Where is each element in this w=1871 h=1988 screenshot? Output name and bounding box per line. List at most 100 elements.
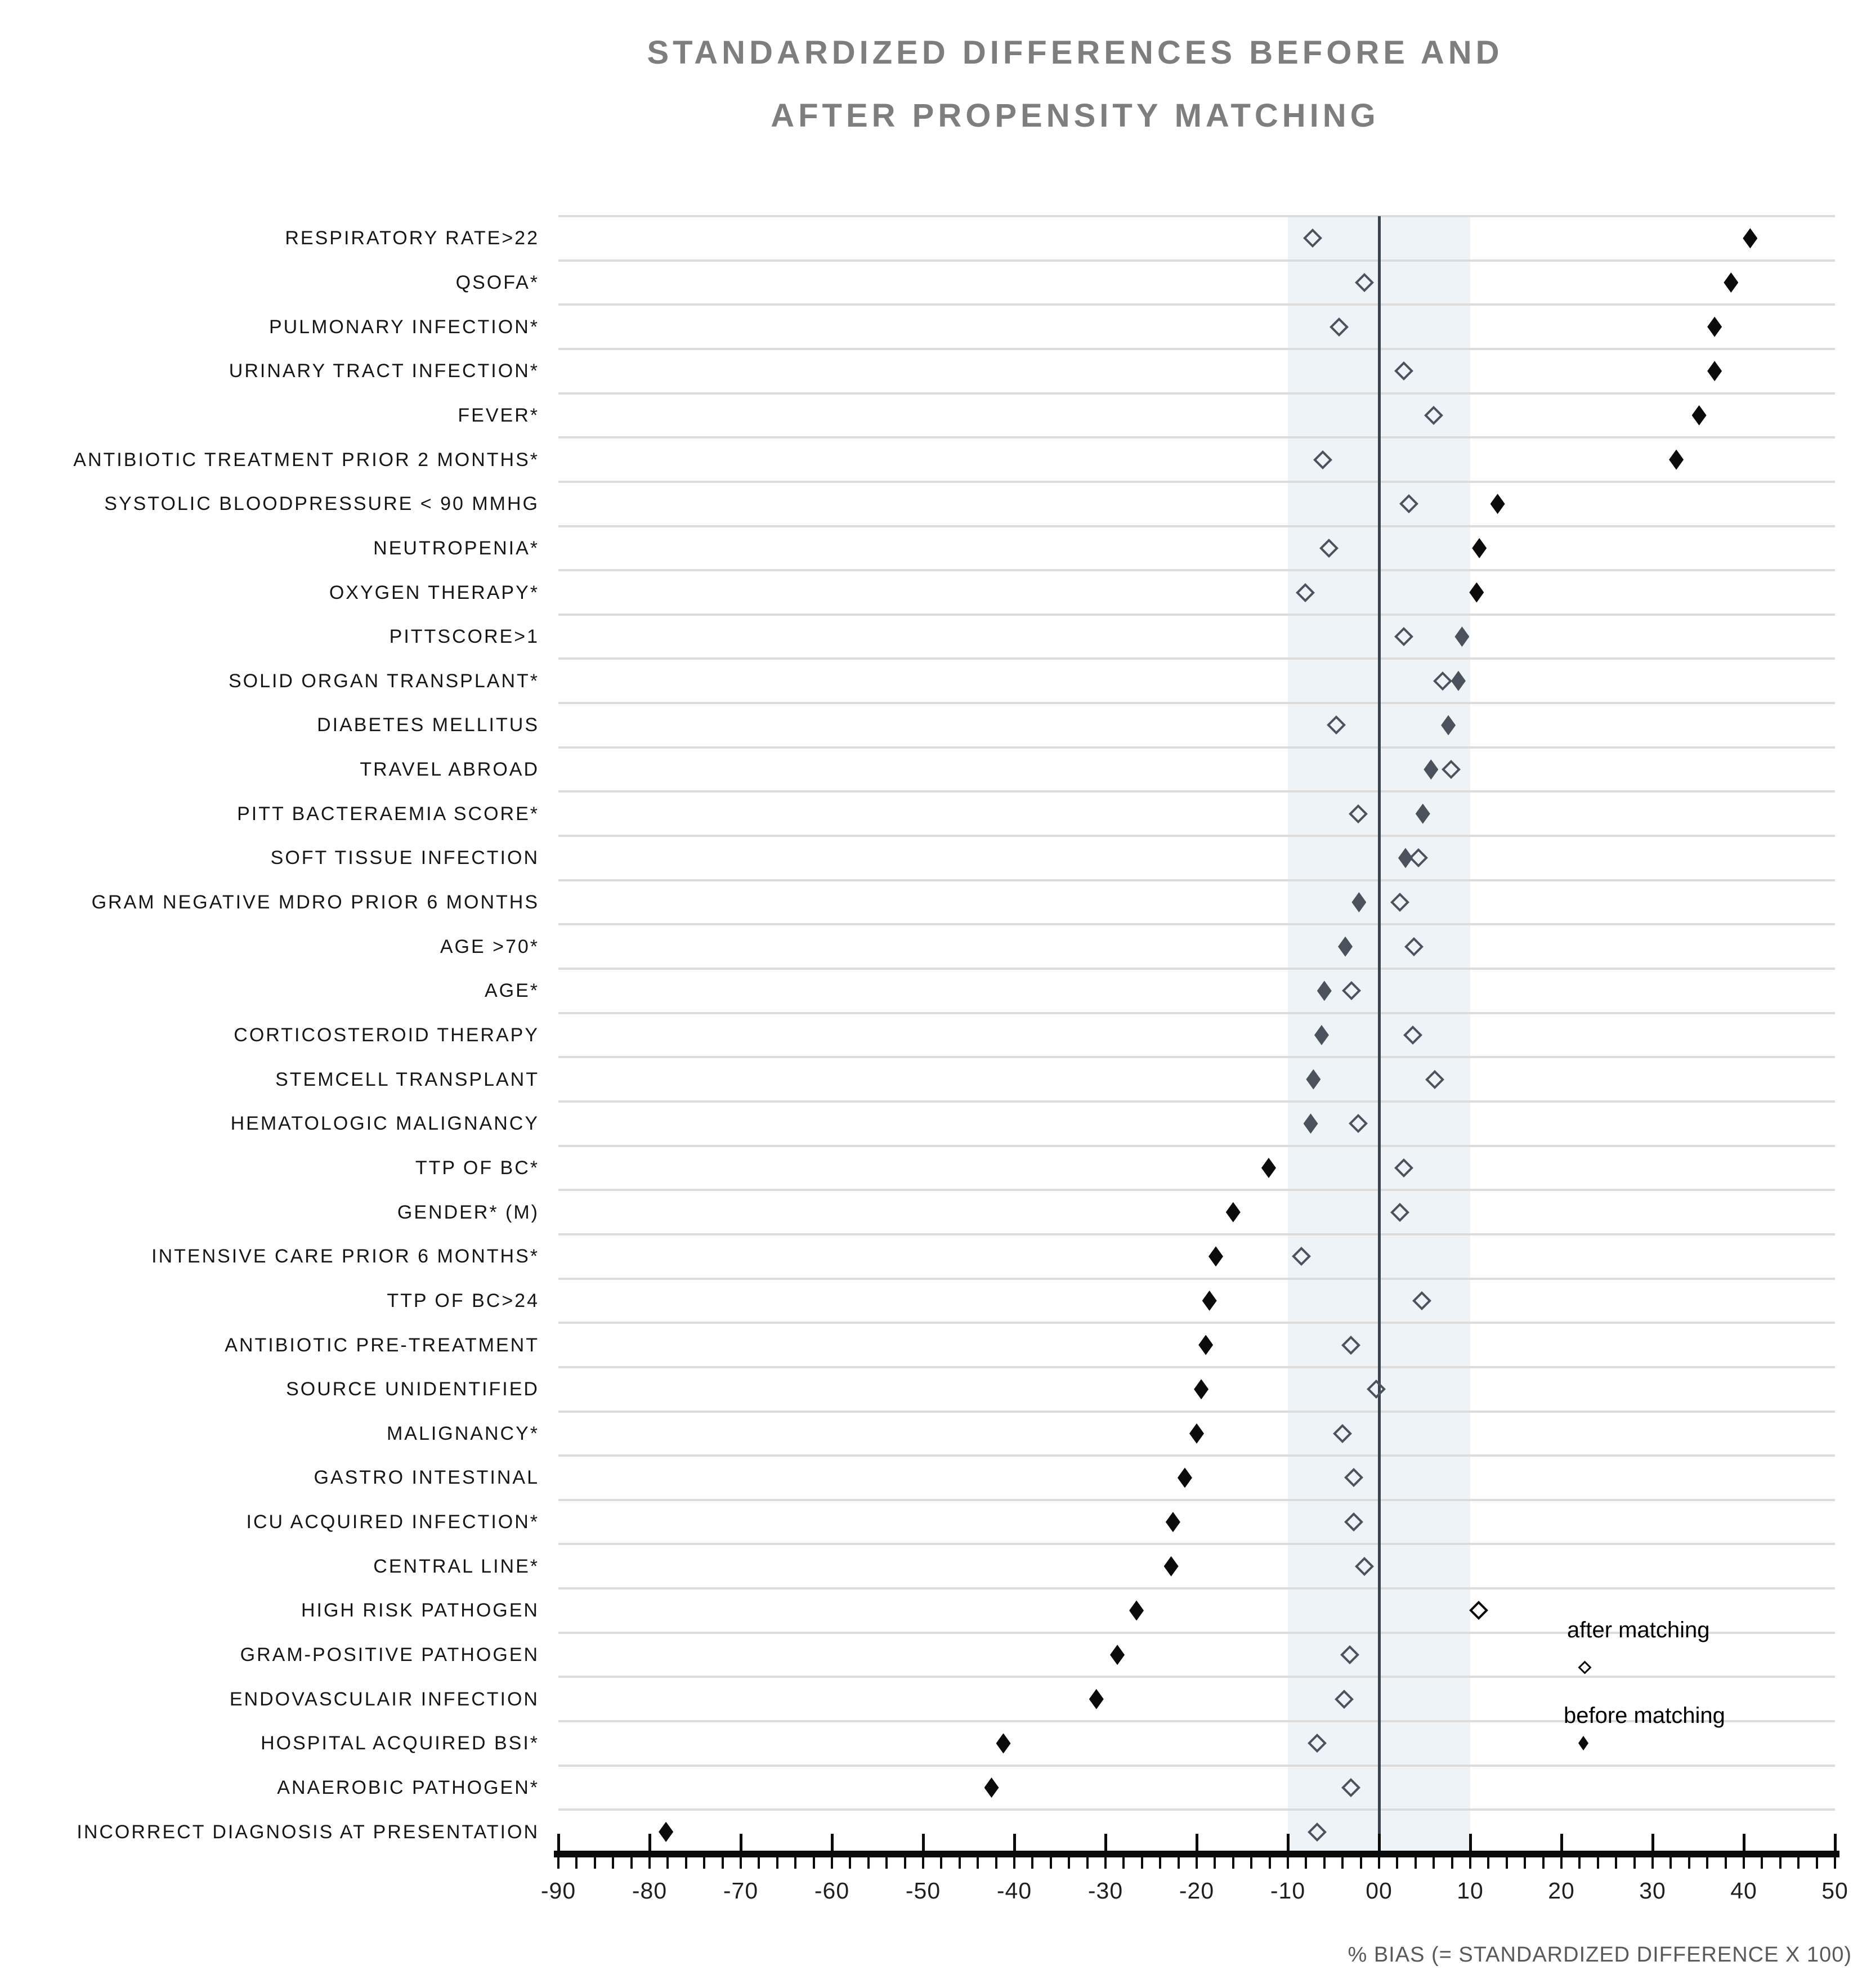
x-axis-minor-tick xyxy=(1232,1857,1234,1869)
category-label: TTP OF BC* xyxy=(415,1157,539,1179)
gridline xyxy=(558,392,1835,395)
category-label: INTENSIVE CARE PRIOR 6 MONTHS* xyxy=(151,1246,539,1268)
x-axis-minor-tick xyxy=(794,1857,797,1869)
category-label: PITTSCORE>1 xyxy=(389,626,539,648)
category-label: SYSTOLIC BLOODPRESSURE < 90 MMHG xyxy=(104,493,539,515)
x-axis-minor-tick xyxy=(1086,1857,1089,1869)
x-axis-minor-tick xyxy=(721,1857,724,1869)
x-axis-minor-tick xyxy=(1596,1857,1599,1869)
x-axis-major-tick xyxy=(1833,1834,1837,1851)
x-axis-line xyxy=(554,1851,1839,1857)
category-label: SOLID ORGAN TRANSPLANT* xyxy=(228,670,539,692)
before-matching-filled-diamond-marker xyxy=(1469,582,1484,603)
category-label: ANTIBIOTIC TREATMENT PRIOR 2 MONTHS* xyxy=(73,449,539,471)
after-matching-open-diamond-marker xyxy=(1469,1601,1488,1620)
gridline xyxy=(558,1543,1835,1546)
x-axis-minor-tick xyxy=(1414,1857,1417,1869)
x-axis-tick-label: -50 xyxy=(905,1878,941,1904)
gridline xyxy=(558,1498,1835,1501)
category-label: CENTRAL LINE* xyxy=(373,1555,539,1577)
x-axis-minor-tick xyxy=(1359,1857,1362,1869)
gridline xyxy=(558,1277,1835,1280)
gridline xyxy=(558,879,1835,881)
before-matching-filled-diamond-marker xyxy=(1194,1379,1209,1400)
gridline xyxy=(558,1676,1835,1678)
gridline xyxy=(558,303,1835,306)
gridline xyxy=(558,613,1835,616)
legend-open-diamond-icon xyxy=(1578,1660,1592,1674)
x-axis-major-tick xyxy=(557,1834,560,1851)
x-axis-tick-label: 50 xyxy=(1821,1878,1848,1904)
gridline xyxy=(558,835,1835,838)
x-axis-minor-tick xyxy=(977,1857,979,1869)
legend-label-before-matching: before matching xyxy=(1564,1703,1725,1728)
x-axis-minor-tick xyxy=(1305,1857,1308,1869)
x-axis-minor-tick xyxy=(1013,1857,1015,1869)
x-axis-minor-tick xyxy=(1104,1857,1107,1869)
gridline xyxy=(558,1365,1835,1368)
x-axis-minor-tick xyxy=(831,1857,833,1869)
before-matching-filled-diamond-marker xyxy=(1707,316,1722,337)
x-axis-tick-label: -40 xyxy=(996,1878,1032,1904)
x-axis-minor-tick xyxy=(1268,1857,1271,1869)
x-axis-tick-label: -60 xyxy=(814,1878,850,1904)
x-axis-minor-tick xyxy=(648,1857,651,1869)
x-axis-minor-tick xyxy=(885,1857,888,1869)
x-axis-minor-tick xyxy=(1743,1857,1745,1869)
gridline xyxy=(558,746,1835,749)
x-axis-minor-tick xyxy=(1122,1857,1125,1869)
x-axis-minor-tick xyxy=(1779,1857,1782,1869)
x-axis-minor-tick xyxy=(1323,1857,1326,1869)
x-axis-minor-tick xyxy=(1396,1857,1399,1869)
x-axis-minor-tick xyxy=(1287,1857,1289,1869)
chart-title-line2: AFTER PROPENSITY MATCHING xyxy=(771,97,1380,134)
before-matching-filled-diamond-marker xyxy=(1724,272,1739,293)
gridline xyxy=(558,569,1835,572)
x-axis-major-tick xyxy=(830,1834,834,1851)
x-axis-minor-tick xyxy=(1031,1857,1034,1869)
category-label: SOFT TISSUE INFECTION xyxy=(270,847,539,869)
gridline xyxy=(558,702,1835,705)
x-axis-minor-tick xyxy=(1341,1857,1344,1869)
category-label: FEVER* xyxy=(458,404,539,426)
x-axis-major-tick xyxy=(1742,1834,1745,1851)
before-matching-filled-diamond-marker xyxy=(1490,494,1505,514)
x-axis-minor-tick xyxy=(1633,1857,1636,1869)
before-matching-filled-diamond-marker xyxy=(659,1821,674,1842)
x-axis-minor-tick xyxy=(557,1857,559,1869)
x-axis-minor-tick xyxy=(1196,1857,1198,1869)
x-axis-minor-tick xyxy=(684,1857,687,1869)
x-axis-minor-tick xyxy=(758,1857,760,1869)
gridline xyxy=(558,1189,1835,1192)
gridline xyxy=(558,1808,1835,1811)
x-axis-minor-tick xyxy=(1651,1857,1654,1869)
category-label: QSOFA* xyxy=(455,271,539,293)
x-axis-major-tick xyxy=(1195,1834,1198,1851)
gridline xyxy=(558,480,1835,483)
x-axis-minor-tick xyxy=(1578,1857,1581,1869)
gridline xyxy=(558,259,1835,262)
x-axis-tick-label: -30 xyxy=(1087,1878,1124,1904)
x-axis-tick-label: -70 xyxy=(723,1878,759,1904)
x-axis-tick-label: 40 xyxy=(1730,1878,1757,1904)
gridline xyxy=(558,923,1835,926)
x-axis-tick-label: -90 xyxy=(540,1878,576,1904)
category-label: GENDER* (M) xyxy=(397,1201,539,1223)
before-matching-filled-diamond-marker xyxy=(1743,228,1758,249)
before-matching-filled-diamond-marker xyxy=(996,1733,1011,1754)
x-axis-minor-tick xyxy=(1524,1857,1527,1869)
category-label: GASTRO INTESTINAL xyxy=(314,1467,539,1489)
category-label: HIGH RISK PATHOGEN xyxy=(301,1600,539,1622)
before-matching-filled-diamond-marker xyxy=(1198,1335,1214,1355)
x-axis-minor-tick xyxy=(1615,1857,1618,1869)
category-label: URINARY TRACT INFECTION* xyxy=(229,360,539,382)
x-axis-minor-tick xyxy=(1505,1857,1508,1869)
x-axis-tick-label: 00 xyxy=(1366,1878,1393,1904)
x-axis-minor-tick xyxy=(776,1857,778,1869)
x-axis-major-tick xyxy=(1560,1834,1563,1851)
x-axis-minor-tick xyxy=(1378,1857,1380,1869)
before-matching-filled-diamond-marker xyxy=(1669,449,1684,470)
x-axis-minor-tick xyxy=(740,1857,742,1869)
x-axis-tick-label: -80 xyxy=(632,1878,668,1904)
x-axis-minor-tick xyxy=(666,1857,669,1869)
